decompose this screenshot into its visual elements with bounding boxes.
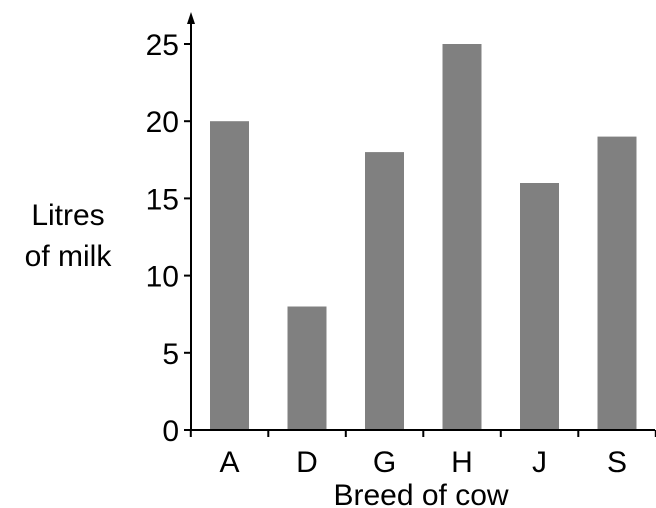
y-axis-arrow-icon xyxy=(187,12,195,24)
bar-S xyxy=(597,136,637,430)
x-category-label-A: A xyxy=(219,446,239,479)
axes-group xyxy=(187,12,656,437)
y-tick-label-20: 20 xyxy=(146,106,179,139)
bar-G xyxy=(365,152,404,430)
bar-J xyxy=(520,183,559,430)
bar-A xyxy=(210,121,249,430)
y-axis-label-line-1: Litres xyxy=(31,199,104,232)
y-tick-label-15: 15 xyxy=(146,183,179,216)
x-category-label-S: S xyxy=(607,446,627,479)
y-tick-label-0: 0 xyxy=(162,415,179,448)
y-tick-label-10: 10 xyxy=(146,261,179,294)
x-axis-label: Breed of cow xyxy=(333,479,508,508)
x-category-label-G: G xyxy=(373,446,396,479)
y-tick-label-25: 25 xyxy=(146,29,179,62)
y-ticks-group: 0 5 10 15 20 25 xyxy=(146,29,191,448)
bars-group xyxy=(210,44,637,430)
bar-H xyxy=(442,44,482,430)
x-category-label-D: D xyxy=(296,446,318,479)
x-category-label-J: J xyxy=(532,446,547,479)
x-category-label-H: H xyxy=(451,446,473,479)
bar-D xyxy=(287,306,327,430)
y-tick-label-5: 5 xyxy=(162,338,179,371)
y-axis-label-line-2: of milk xyxy=(25,240,113,273)
